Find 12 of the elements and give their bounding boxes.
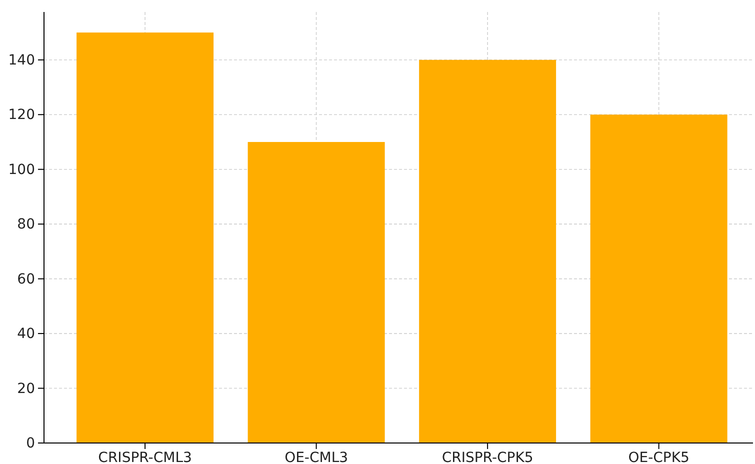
y-tick-label: 100	[8, 162, 35, 178]
x-tick-label: OE-CML3	[284, 450, 348, 464]
x-tick-label: CRISPR-CPK5	[442, 450, 534, 464]
y-tick-label: 120	[8, 107, 35, 124]
y-tick-label: 20	[17, 380, 35, 397]
x-tick-label: OE-CPK5	[628, 450, 690, 464]
y-tick-label: 80	[17, 216, 35, 233]
y-tick-label: 40	[17, 326, 35, 342]
x-tick-label: CRISPR-CML3	[98, 450, 192, 464]
y-tick-label: 60	[17, 271, 35, 288]
y-tick-label: 140	[8, 52, 35, 68]
y-tick-label: 0	[26, 435, 35, 452]
